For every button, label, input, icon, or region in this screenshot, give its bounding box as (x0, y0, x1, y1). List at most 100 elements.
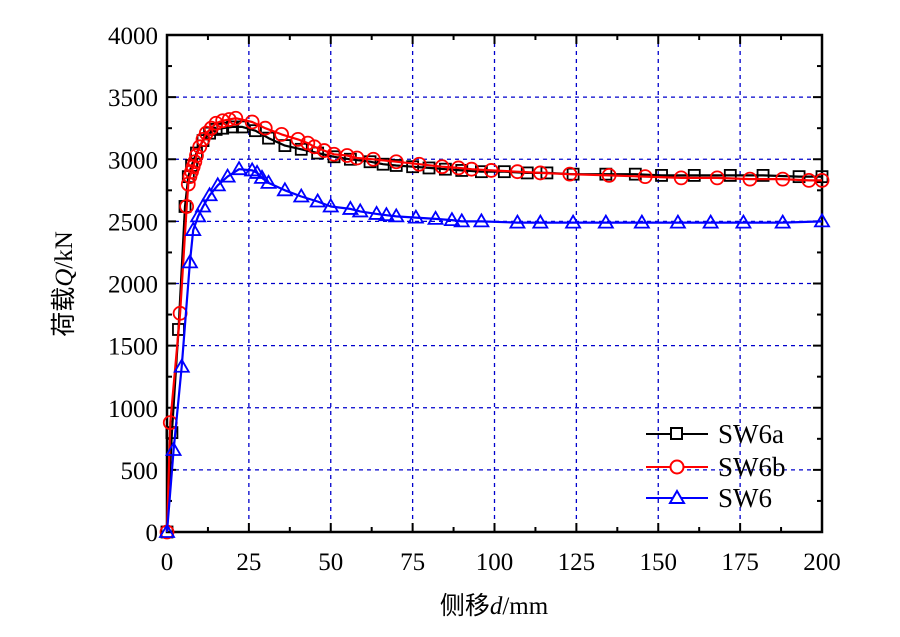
y-axis-title: 荷载Q/kN (50, 231, 78, 337)
data-point (756, 169, 770, 182)
legend-marker-circle (669, 459, 685, 475)
y-tick-label: 1500 (108, 334, 158, 361)
legend: SW6a SW6b SW6 (646, 419, 786, 513)
data-point (562, 166, 578, 182)
legend-label-sw6a: SW6a (718, 419, 784, 449)
data-point (306, 139, 322, 155)
data-point (259, 174, 278, 189)
x-tick-label: 175 (721, 549, 759, 576)
data-point (455, 164, 469, 177)
grid (167, 35, 822, 532)
data-point (244, 114, 260, 130)
data-point (775, 171, 791, 187)
data-point (326, 146, 342, 162)
data-point (633, 213, 651, 229)
data-point (201, 186, 219, 202)
data-point (742, 171, 758, 187)
data-point (597, 213, 615, 229)
data-point (601, 168, 617, 183)
data-point (774, 213, 792, 229)
x-tick-label: 150 (640, 549, 678, 576)
data-point (179, 199, 195, 214)
y-tick-label: 2000 (108, 272, 158, 299)
y-tick-label: 0 (146, 520, 159, 547)
data-point (221, 112, 237, 127)
data-point (628, 167, 642, 181)
y-tick-label: 1000 (108, 396, 158, 423)
x-tick-label: 100 (476, 549, 514, 576)
data-point (322, 197, 340, 213)
data-point (189, 148, 204, 163)
data-point (276, 181, 294, 197)
data-point (426, 210, 445, 225)
data-point (474, 165, 488, 179)
legend-item-sw6a: SW6a (646, 419, 784, 449)
legend-marker-triangle (668, 489, 686, 504)
data-point (187, 154, 203, 170)
data-point (262, 131, 275, 145)
y-tick-label: 3000 (108, 147, 158, 174)
x-tick-labels: 0 25 50 75 100 125 150 175 200 (161, 549, 841, 576)
series-line (165, 117, 822, 533)
data-point (723, 169, 737, 182)
x-axis-title-cn: 侧移 (440, 592, 490, 620)
series-sw6b (159, 110, 830, 540)
data-point (209, 176, 227, 192)
data-point (451, 160, 466, 176)
data-point (508, 213, 526, 229)
series-sw6 (158, 160, 831, 538)
x-axis-title-symbol: d (490, 593, 503, 620)
data-point (637, 169, 653, 185)
data-point (341, 200, 359, 215)
data-point (309, 192, 327, 208)
x-axis-title: 侧移d/mm (440, 592, 549, 620)
y-tick-label: 2500 (108, 209, 158, 236)
data-point (734, 213, 752, 229)
y-axis-title-unit: /kN (51, 231, 78, 269)
data-point (434, 159, 450, 175)
y-tick-label: 500 (121, 458, 159, 485)
data-point (292, 187, 310, 203)
y-axis-title-symbol: Q (51, 269, 78, 287)
data-point (801, 172, 817, 188)
x-tick-label: 125 (558, 549, 596, 576)
data-point (368, 205, 386, 220)
data-point (181, 253, 199, 269)
data-point (198, 125, 214, 141)
data-point (709, 170, 725, 186)
series-layer (158, 110, 831, 540)
data-point (443, 211, 461, 227)
x-tick-label: 75 (400, 549, 425, 576)
data-point (249, 124, 262, 138)
data-point (388, 154, 404, 170)
x-tick-label: 25 (236, 549, 261, 576)
x-axis-title-unit: /mm (502, 593, 548, 620)
legend-item-sw6b: SW6b (646, 452, 786, 482)
legend-item-sw6: SW6 (646, 483, 772, 513)
data-point (194, 197, 212, 213)
data-point (813, 212, 831, 228)
data-point (158, 523, 176, 538)
data-point (274, 126, 290, 142)
data-point (483, 163, 499, 178)
data-point (531, 213, 549, 229)
data-point (673, 170, 689, 186)
data-point (208, 115, 224, 131)
data-point (814, 172, 830, 188)
data-point (532, 165, 548, 181)
data-point (387, 207, 405, 223)
x-tick-label: 50 (318, 549, 343, 576)
data-point (343, 152, 357, 166)
data-point (655, 169, 668, 182)
data-point (687, 169, 701, 182)
data-point (510, 164, 525, 180)
y-tick-label: 3500 (108, 85, 158, 112)
data-point (363, 155, 377, 169)
data-point (407, 208, 425, 224)
data-point (189, 207, 207, 223)
y-tick-labels: 0 500 1000 1500 2000 2500 3000 3500 4000 (108, 23, 158, 547)
data-point (257, 120, 273, 136)
data-point (219, 167, 237, 183)
data-point (173, 357, 191, 373)
